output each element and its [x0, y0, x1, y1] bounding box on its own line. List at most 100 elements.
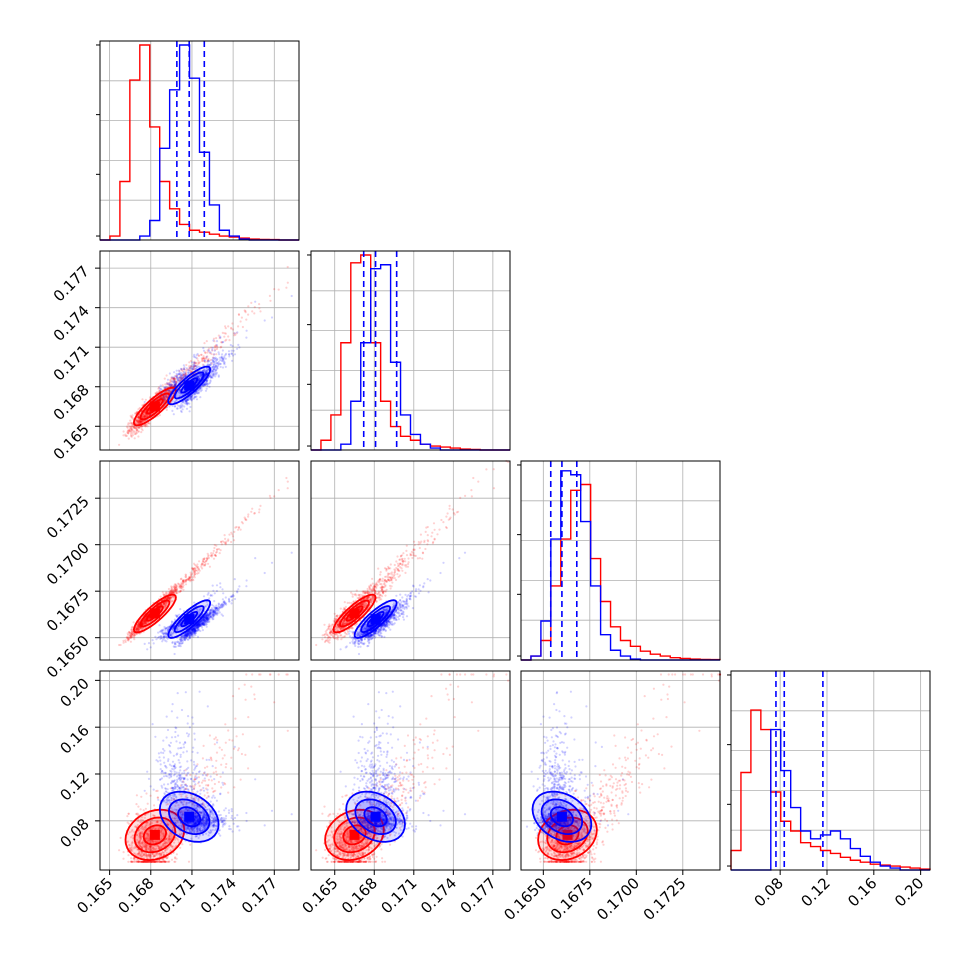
- sample-point: [168, 383, 171, 386]
- sample-point: [227, 350, 231, 353]
- sample-point: [130, 429, 133, 432]
- sample-point: [172, 376, 175, 379]
- sample-point: [220, 359, 223, 362]
- sample-point: [144, 414, 147, 417]
- sample-point: [160, 387, 163, 390]
- sample-point: [215, 606, 218, 610]
- sample-point: [174, 405, 177, 408]
- sample-point: [137, 419, 140, 422]
- sample-point: [250, 510, 253, 513]
- peak-blue: [184, 614, 195, 625]
- sample-point: [124, 639, 127, 642]
- sample-point: [219, 362, 222, 366]
- sample-point: [174, 641, 177, 644]
- sample-point: [196, 357, 199, 360]
- sample-point: [184, 639, 187, 642]
- sample-point: [147, 421, 150, 425]
- sample-point: [216, 548, 219, 551]
- sample-point: [179, 583, 182, 587]
- sample-point: [234, 526, 237, 529]
- sample-point: [285, 476, 288, 480]
- sample-point: [209, 593, 212, 597]
- grid: [100, 251, 299, 450]
- sample-point: [244, 310, 247, 313]
- sample-point: [199, 396, 202, 399]
- sample-point: [223, 335, 226, 338]
- sample-point: [179, 367, 183, 370]
- sample-point: [143, 415, 146, 418]
- sample-point: [212, 552, 215, 555]
- sample-point: [207, 562, 210, 565]
- sample-point: [174, 583, 177, 586]
- sample-point: [161, 640, 164, 643]
- sample-point: [124, 433, 127, 436]
- sample-point: [212, 359, 215, 362]
- sample-point: [366, 587, 369, 591]
- sample-point: [426, 534, 429, 537]
- sample-point: [139, 420, 142, 423]
- sample-point: [194, 367, 197, 370]
- sample-point: [189, 573, 192, 576]
- sample-point: [168, 389, 171, 392]
- sample-point: [227, 598, 231, 601]
- sample-point: [173, 379, 176, 382]
- sample-point: [173, 379, 176, 382]
- sample-point: [221, 341, 224, 344]
- sample-point: [253, 306, 256, 309]
- sample-point: [222, 362, 226, 365]
- sample-point: [206, 593, 209, 596]
- sample-point: [170, 380, 173, 383]
- sample-point: [118, 443, 121, 446]
- sample-point: [179, 608, 182, 611]
- sample-point: [189, 571, 192, 574]
- sample-point: [239, 320, 242, 323]
- sample-point: [206, 617, 209, 620]
- sample-point: [212, 363, 215, 366]
- sample-point: [195, 354, 198, 357]
- sample-point: [268, 494, 271, 497]
- sample-point: [183, 366, 186, 369]
- sample-point: [133, 432, 136, 436]
- sample-point: [237, 588, 240, 591]
- sample-point: [181, 579, 185, 583]
- sample-point: [174, 588, 177, 592]
- sample-point: [127, 437, 130, 440]
- sample-point: [223, 534, 226, 537]
- sample-point: [143, 642, 146, 646]
- sample-point: [190, 370, 193, 373]
- sample-point: [201, 357, 204, 361]
- sample-point: [212, 339, 215, 342]
- sample-point: [140, 427, 143, 430]
- sample-point: [140, 431, 143, 434]
- sample-point: [221, 598, 224, 601]
- sample-point: [175, 374, 178, 377]
- panel-frame: [99, 40, 300, 241]
- sample-point: [285, 286, 288, 289]
- sample-point: [177, 369, 180, 372]
- sample-point: [172, 413, 175, 416]
- sample-point: [170, 620, 173, 623]
- sample-point: [176, 407, 179, 410]
- sample-point: [270, 561, 274, 564]
- sample-point: [173, 371, 176, 374]
- sample-point: [125, 637, 129, 640]
- sample-point: [163, 377, 166, 380]
- sample-point: [136, 428, 139, 431]
- sample-point: [228, 600, 231, 603]
- sample-point: [214, 344, 217, 347]
- sample-point: [221, 353, 224, 356]
- sample-point: [224, 332, 227, 335]
- sample-point: [174, 374, 177, 378]
- sample-point: [403, 557, 406, 560]
- sample-point: [122, 434, 125, 437]
- histogram-red: [521, 483, 721, 661]
- sample-point: [178, 379, 181, 382]
- sample-point: [179, 578, 182, 581]
- sample-point: [220, 543, 223, 546]
- sample-point: [147, 642, 151, 645]
- sample-point: [213, 346, 216, 349]
- sample-point: [221, 588, 224, 591]
- sample-point: [184, 371, 187, 374]
- sample-point: [233, 530, 236, 534]
- sample-point: [175, 369, 178, 372]
